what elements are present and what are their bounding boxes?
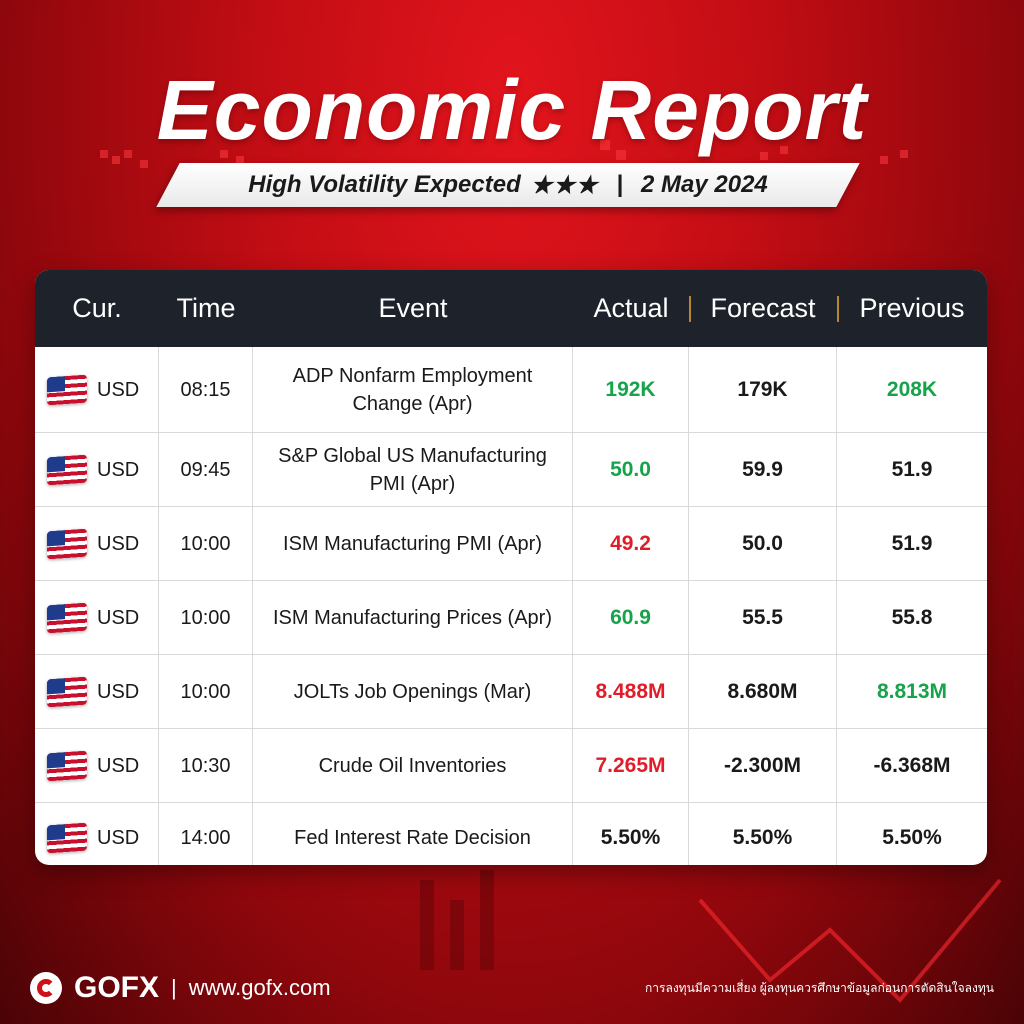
gofx-logo-icon [30, 972, 62, 1004]
banner-separator: | [616, 171, 623, 198]
actual-cell: 50.0 [573, 433, 689, 506]
time-cell: 10:00 [159, 655, 253, 728]
time-cell: 08:15 [159, 347, 253, 432]
event-cell: Crude Oil Inventories [253, 729, 573, 802]
brand-name: GOFX [74, 971, 160, 1004]
column-header-time: Time [176, 293, 236, 323]
us-flag-icon [47, 676, 87, 707]
currency-code: USD [97, 606, 140, 629]
column-header-event: Event [378, 293, 448, 323]
actual-cell: 7.265M [573, 729, 689, 802]
column-header-previous: Previous [837, 293, 987, 324]
column-header-forecast: Forecast [689, 293, 837, 324]
event-cell: ADP Nonfarm Employment Change (Apr) [253, 347, 573, 432]
event-cell: S&P Global US Manufacturing PMI (Apr) [253, 433, 573, 506]
previous-cell: 208K [886, 377, 938, 401]
previous-cell: 51.9 [891, 531, 933, 555]
us-flag-icon [47, 750, 87, 781]
actual-cell: 5.50% [573, 803, 689, 865]
us-flag-icon [47, 528, 87, 559]
table-row: USD 10:00 JOLTs Job Openings (Mar) 8.488M 8.… [35, 655, 987, 729]
currency-cell: USD [35, 803, 159, 865]
forecast-cell: 55.5 [689, 581, 837, 654]
table-body: USD 08:15 ADP Nonfarm Employment Change (A… [35, 347, 987, 865]
event-cell: ISM Manufacturing PMI (Apr) [253, 507, 573, 580]
actual-cell: 8.488M [573, 655, 689, 728]
currency-code: USD [97, 532, 140, 555]
column-header-actual: Actual [593, 293, 669, 323]
currency-cell: USD [35, 507, 159, 580]
previous-cell: 8.813M [876, 679, 948, 703]
brand: GOFX | www.gofx.com [30, 971, 331, 1005]
actual-cell: 192K [573, 347, 689, 432]
time-cell: 10:30 [159, 729, 253, 802]
time-cell: 09:45 [159, 433, 253, 506]
table-row: USD 10:00 ISM Manufacturing PMI (Apr) 49.2 5… [35, 507, 987, 581]
currency-code: USD [97, 458, 140, 481]
economic-calendar-table: Cur. Time Event Actual Forecast Previous… [35, 270, 987, 865]
us-flag-icon [47, 602, 87, 633]
event-cell: ISM Manufacturing Prices (Apr) [253, 581, 573, 654]
column-header-currency: Cur. [72, 293, 122, 323]
currency-cell: USD [35, 347, 159, 432]
previous-cell: 55.8 [891, 605, 933, 629]
previous-cell: -6.368M [873, 753, 951, 777]
table-row: USD 09:45 S&P Global US Manufacturing PMI … [35, 433, 987, 507]
table-row: USD 10:30 Crude Oil Inventories 7.265M -2.30… [35, 729, 987, 803]
footer-separator: | [171, 975, 177, 1000]
time-cell: 10:00 [159, 581, 253, 654]
subtitle-banner-text: High Volatility Expected ★★★ | 2 May 202… [168, 163, 848, 207]
currency-code: USD [97, 827, 140, 849]
website-link[interactable]: www.gofx.com [188, 975, 331, 1000]
risk-disclaimer: การลงทุนมีความเสี่ยง ผู้ลงทุนควรศึกษาข้อ… [645, 980, 994, 995]
currency-cell: USD [35, 581, 159, 654]
actual-cell: 60.9 [573, 581, 689, 654]
forecast-cell: -2.300M [689, 729, 837, 802]
previous-cell: 5.50% [882, 826, 942, 849]
forecast-cell: 59.9 [689, 433, 837, 506]
table-header: Cur. Time Event Actual Forecast Previous [35, 270, 987, 347]
currency-code: USD [97, 378, 140, 401]
star-rating-icon: ★★★ [530, 171, 599, 199]
forecast-cell: 179K [689, 347, 837, 432]
volatility-label: High Volatility Expected [248, 171, 521, 198]
currency-cell: USD [35, 729, 159, 802]
page-title: Economic Report [156, 63, 868, 157]
footer: GOFX | www.gofx.com การลงทุนมีความเสี่ยง… [30, 970, 994, 1006]
event-cell: Fed Interest Rate Decision [253, 803, 573, 865]
time-cell: 10:00 [159, 507, 253, 580]
forecast-cell: 50.0 [689, 507, 837, 580]
previous-cell: 51.9 [891, 457, 933, 481]
actual-cell: 49.2 [573, 507, 689, 580]
forecast-cell: 8.680M [689, 655, 837, 728]
currency-code: USD [97, 680, 140, 703]
forecast-cell: 5.50% [689, 803, 837, 865]
us-flag-icon [47, 822, 87, 854]
currency-cell: USD [35, 433, 159, 506]
us-flag-icon [47, 374, 87, 405]
time-cell: 14:00 [159, 803, 253, 865]
table-row: USD 10:00 ISM Manufacturing Prices (Apr) 60… [35, 581, 987, 655]
currency-code: USD [97, 754, 140, 777]
event-cell: JOLTs Job Openings (Mar) [253, 655, 573, 728]
report-date: 2 May 2024 [641, 171, 768, 198]
table-row: USD 08:15 ADP Nonfarm Employment Change (A… [35, 347, 987, 433]
currency-cell: USD [35, 655, 159, 728]
table-row: USD 14:00 Fed Interest Rate Decision 5.50% 5… [35, 803, 987, 865]
us-flag-icon [47, 454, 87, 485]
